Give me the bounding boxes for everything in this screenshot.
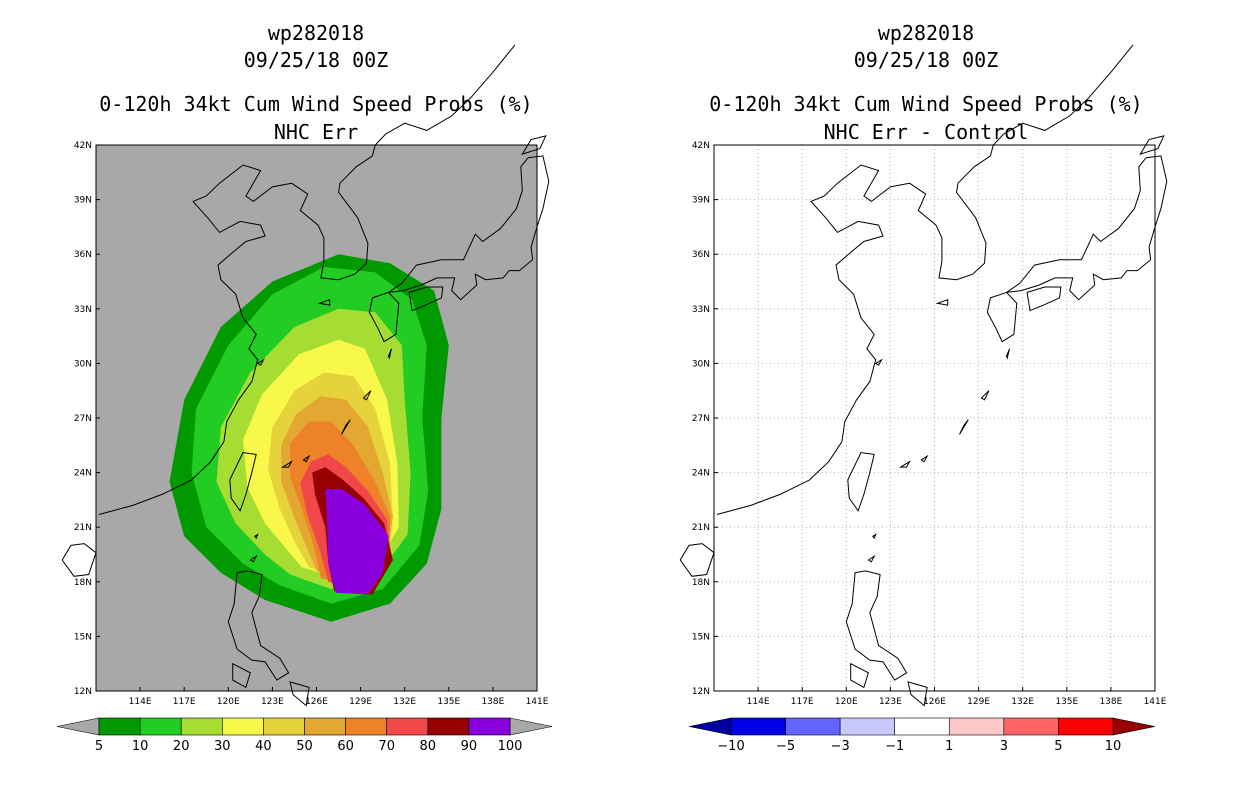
lon-label-123E: 123E xyxy=(261,697,284,707)
coast-hainan xyxy=(61,543,97,577)
colorbar-label-100: 100 xyxy=(498,739,523,752)
colorbar-box-8 xyxy=(427,717,470,736)
right-title-date: 09/25/18 00Z xyxy=(853,48,999,72)
coast-samar xyxy=(289,681,310,707)
coast-luzon xyxy=(227,570,290,681)
colorbar-label-30: 30 xyxy=(214,739,231,752)
coast-jeju xyxy=(317,298,331,306)
left-title-subtitle: NHC Err xyxy=(273,120,359,144)
colorbar-end-left xyxy=(56,717,100,736)
colorbar-label-40: 40 xyxy=(255,739,272,752)
left-longitude-labels: 114E 117E 120E 123E 126E 129E 132E 135E 138E 141E xyxy=(129,687,549,707)
left-probability-contours xyxy=(169,254,449,622)
colorbar-end-right xyxy=(1112,717,1156,736)
colorbar-box-5 xyxy=(304,717,346,736)
coast-tanegashima xyxy=(387,348,392,360)
colorbar-label-10: 10 xyxy=(1105,739,1122,752)
lon-label-120E: 120E xyxy=(217,697,240,707)
colorbar-box-0 xyxy=(98,717,141,736)
colorbar-label-20: 20 xyxy=(173,739,190,752)
right-title-storm: wp282018 xyxy=(877,21,975,45)
lat-label-33N: 33N xyxy=(74,305,92,315)
coast-russia-coast xyxy=(385,44,516,135)
colorbar-box-6 xyxy=(1058,717,1114,736)
colorbar-box-4 xyxy=(263,717,305,736)
left-title-storm: wp282018 xyxy=(267,21,365,45)
colorbar-box-3 xyxy=(894,717,950,736)
colorbar-label-3: 3 xyxy=(1000,739,1008,752)
left-title-product: 0-120h 34kt Cum Wind Speed Probs (%) xyxy=(99,92,533,116)
lon-label-114E: 114E xyxy=(129,697,152,707)
colorbar-box-3 xyxy=(222,717,264,736)
colorbar-label-90: 90 xyxy=(461,739,478,752)
colorbar-box-0 xyxy=(730,717,786,736)
lat-label-42N: 42N xyxy=(74,141,92,151)
colorbar-label-70: 70 xyxy=(378,739,395,752)
colorbar-box-4 xyxy=(948,717,1005,736)
prob-contour-90 xyxy=(325,489,389,595)
coast-china-coast xyxy=(98,164,292,515)
left-coastlines xyxy=(61,44,550,707)
left-colorbar: 5 10 20 30 40 50 60 70 80 90 100 xyxy=(56,717,553,752)
coast-batanes xyxy=(254,533,259,540)
colorbar-box-1 xyxy=(139,717,182,736)
lat-label-18N: 18N xyxy=(74,578,92,588)
coast-kyushu xyxy=(368,291,400,343)
coast-hokkaido-tip xyxy=(521,135,547,155)
lon-label-126E: 126E xyxy=(305,697,328,707)
coast-ryukyu-ishigaki xyxy=(280,460,293,468)
lat-label-39N: 39N xyxy=(74,196,92,206)
coast-mindoro xyxy=(232,662,251,689)
colorbar-box-6 xyxy=(345,717,388,736)
lat-label-36N: 36N xyxy=(74,250,92,260)
lat-label-24N: 24N xyxy=(74,469,92,479)
lon-label-135E: 135E xyxy=(437,697,460,707)
colorbar-label-5: 5 xyxy=(95,739,103,752)
lat-label-21N: 21N xyxy=(74,523,92,533)
colorbar-box-7 xyxy=(386,717,429,736)
lat-label-12N: 12N xyxy=(74,687,92,697)
colorbar-end-left xyxy=(688,717,732,736)
left-latitude-labels: 42N 39N 36N 33N 30N 27N 24N 21N 18N 15N 12N xyxy=(74,141,100,697)
colorbar-label-1: 1 xyxy=(945,739,953,752)
colorbar-label--5: −5 xyxy=(776,739,795,752)
lat-label-15N: 15N xyxy=(74,632,92,642)
coast-shikoku xyxy=(408,286,444,312)
colorbar-box-2 xyxy=(180,717,223,736)
coast-korea-coast xyxy=(291,133,386,281)
colorbar-box-9 xyxy=(468,717,511,736)
lat-label-27N: 27N xyxy=(74,414,92,424)
coast-ryukyu-okinawa xyxy=(341,419,351,435)
coast-ryukyu-amami xyxy=(362,390,372,401)
colorbar-box-1 xyxy=(785,717,841,736)
colorbar-label-10: 10 xyxy=(132,739,149,752)
colorbar-label--3: −3 xyxy=(831,739,850,752)
lon-label-138E: 138E xyxy=(481,697,504,707)
colorbar-label-60: 60 xyxy=(337,739,354,752)
colorbar-box-5 xyxy=(1003,717,1059,736)
lon-label-141E: 141E xyxy=(526,697,549,707)
colorbar-label-80: 80 xyxy=(420,739,437,752)
lon-label-117E: 117E xyxy=(173,697,196,707)
coast-taiwan xyxy=(229,452,257,512)
colorbar-label-5: 5 xyxy=(1054,739,1062,752)
lon-label-132E: 132E xyxy=(393,697,416,707)
coast-babuyan xyxy=(249,554,258,563)
right-colorbar: −10 −5 −3 −1 1 3 5 10 xyxy=(688,717,1156,752)
colorbar-label-50: 50 xyxy=(296,739,313,752)
colorbar-box-2 xyxy=(839,717,896,736)
colorbar-label--1: −1 xyxy=(885,739,904,752)
lon-label-129E: 129E xyxy=(349,697,372,707)
colorbar-label--10: −10 xyxy=(717,739,744,752)
left-title-date: 09/25/18 00Z xyxy=(243,48,389,72)
coast-ryukyu-miyako xyxy=(302,454,311,463)
lat-label-30N: 30N xyxy=(74,359,92,369)
coast-zhoushan xyxy=(256,358,265,366)
colorbar-end-right xyxy=(509,717,553,736)
